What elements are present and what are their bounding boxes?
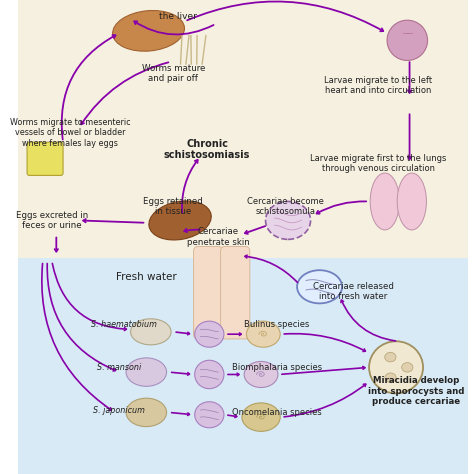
FancyBboxPatch shape — [193, 246, 223, 339]
Ellipse shape — [385, 352, 396, 362]
Ellipse shape — [195, 402, 224, 428]
Ellipse shape — [195, 321, 224, 347]
Bar — [18, 258, 468, 474]
Text: the liver: the liver — [159, 12, 197, 21]
Text: Cercariae
penetrate skin: Cercariae penetrate skin — [187, 228, 250, 247]
Text: Cercariae become
schistosomula: Cercariae become schistosomula — [247, 197, 324, 216]
Text: Larvae migrate first to the lungs
through venous circulation: Larvae migrate first to the lungs throug… — [310, 154, 446, 173]
FancyBboxPatch shape — [27, 142, 63, 175]
Text: Worms migrate to mesenteric
vessels of bowel or bladder
where females lay eggs: Worms migrate to mesenteric vessels of b… — [9, 118, 130, 147]
Text: Oncomelania species: Oncomelania species — [232, 408, 322, 417]
Ellipse shape — [195, 360, 224, 389]
Ellipse shape — [149, 201, 211, 240]
Text: Eggs excreted in
feces or urine: Eggs excreted in feces or urine — [16, 211, 88, 230]
Text: S. mansoni: S. mansoni — [97, 363, 141, 372]
Text: Biomphalaria species: Biomphalaria species — [232, 363, 322, 372]
Text: Miracidia develop
into sporocysts and
produce cercariae: Miracidia develop into sporocysts and pr… — [368, 376, 465, 406]
Text: Fresh water: Fresh water — [116, 272, 177, 283]
Text: Chronic
schistosomiasis: Chronic schistosomiasis — [164, 138, 250, 160]
Ellipse shape — [297, 270, 342, 303]
Ellipse shape — [244, 362, 278, 388]
Text: Bulinus species: Bulinus species — [244, 320, 310, 329]
Ellipse shape — [401, 363, 413, 372]
Ellipse shape — [369, 341, 423, 393]
Ellipse shape — [265, 201, 310, 239]
Text: S. haematobium: S. haematobium — [91, 320, 157, 329]
Ellipse shape — [397, 173, 427, 230]
Ellipse shape — [242, 403, 280, 431]
FancyBboxPatch shape — [220, 246, 250, 339]
Text: Cercariae released
into fresh water: Cercariae released into fresh water — [313, 282, 394, 301]
Ellipse shape — [130, 319, 171, 345]
Ellipse shape — [246, 321, 280, 347]
Text: S. japonicum: S. japonicum — [93, 406, 145, 415]
Ellipse shape — [113, 10, 184, 51]
Ellipse shape — [126, 398, 166, 427]
Bar — [18, 0, 468, 258]
Text: Larvae migrate to the left
heart and into circulation: Larvae migrate to the left heart and int… — [324, 76, 432, 95]
Ellipse shape — [370, 173, 400, 230]
Ellipse shape — [385, 373, 396, 383]
Ellipse shape — [387, 20, 428, 61]
Ellipse shape — [126, 358, 166, 386]
Text: Eggs retained
in tissue: Eggs retained in tissue — [144, 197, 203, 216]
Text: Worms mature
and pair off: Worms mature and pair off — [142, 64, 205, 83]
